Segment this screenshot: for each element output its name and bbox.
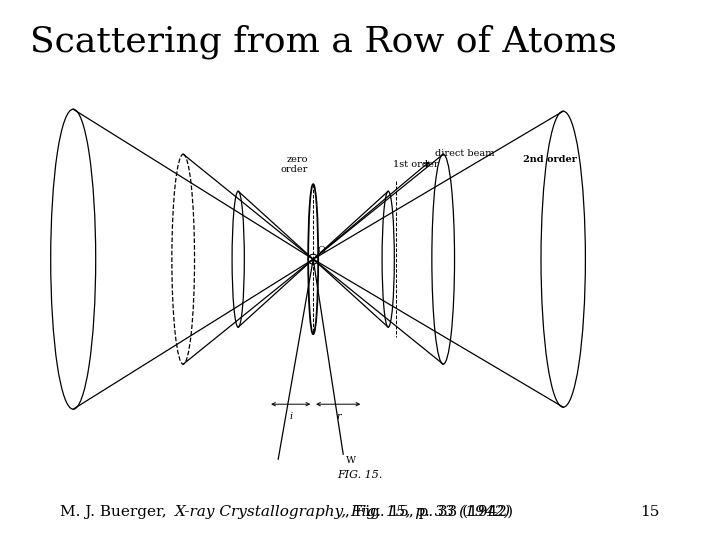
- Text: FIG. 15.: FIG. 15.: [337, 470, 383, 480]
- Text: 15: 15: [640, 505, 660, 519]
- Text: , Fig. 15, p. 33 (1942): , Fig. 15, p. 33 (1942): [345, 505, 513, 519]
- Text: direct beam: direct beam: [435, 148, 495, 158]
- Text: 1st order: 1st order: [393, 160, 438, 169]
- Text: zero
order: zero order: [281, 155, 308, 174]
- Text: X-ray Crystallography, Fig. 15, p. 33 (1942): X-ray Crystallography, Fig. 15, p. 33 (1…: [175, 505, 511, 519]
- Text: W: W: [346, 456, 356, 465]
- Text: O: O: [318, 246, 325, 255]
- Text: M. J. Buerger,: M. J. Buerger,: [60, 505, 171, 519]
- Text: Scattering from a Row of Atoms: Scattering from a Row of Atoms: [30, 25, 617, 59]
- Text: r: r: [336, 412, 341, 421]
- Text: i: i: [289, 412, 292, 421]
- Text: 2nd order: 2nd order: [523, 155, 577, 164]
